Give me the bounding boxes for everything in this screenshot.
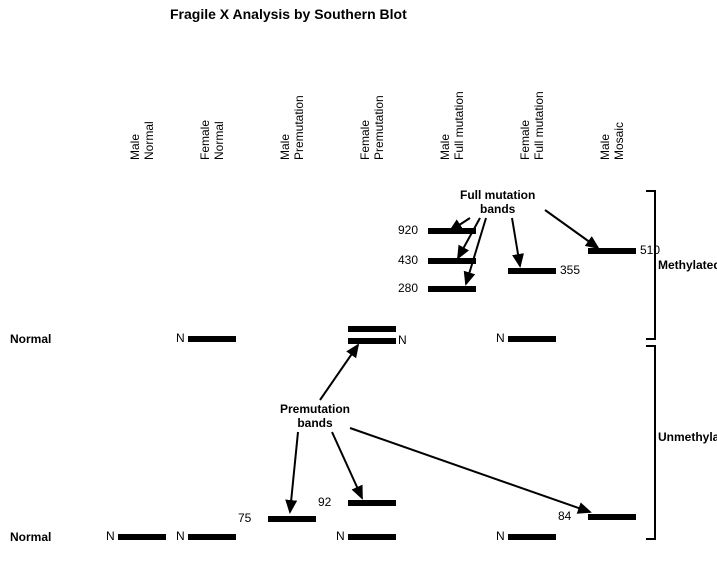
band-num-mm-510: 510 xyxy=(640,243,660,257)
lane-label-male-normal-2: Normal xyxy=(142,121,156,160)
lane-label-male-normal-1: Male xyxy=(128,134,142,160)
lane-label-female-normal-1: Female xyxy=(198,120,212,160)
lane-label-female-premutation-1: Female xyxy=(358,120,372,160)
band-fp-upper-n xyxy=(348,338,396,344)
lane-label-male-mosaic-2: Mosaic xyxy=(612,122,626,160)
annot-full-mutation-bands-l2: bands xyxy=(460,202,535,216)
band-num-mp-75: 75 xyxy=(238,511,251,525)
band-mm-510 xyxy=(588,248,636,254)
annot-premutation-bands-l1: Premutation xyxy=(280,402,350,416)
band-mf-430 xyxy=(428,258,476,264)
bracket-unmethylated xyxy=(646,345,656,540)
lane-label-male-fullmutation-2: Full mutation xyxy=(452,91,466,160)
band-n-fp-upper-n: N xyxy=(398,333,407,347)
band-fp-upper-1 xyxy=(348,326,396,332)
band-num-mf-280: 280 xyxy=(398,281,418,295)
lane-label-male-fullmutation-1: Male xyxy=(438,134,452,160)
diagram-canvas: Fragile X Analysis by Southern Blot Male… xyxy=(0,0,717,565)
band-fn-lower-n xyxy=(188,534,236,540)
row-label-normal-lower: Normal xyxy=(10,530,51,544)
arrow-layer xyxy=(0,0,717,565)
row-label-normal-upper: Normal xyxy=(10,332,51,346)
band-ff-upper-n xyxy=(508,336,556,342)
band-mn-lower-n xyxy=(118,534,166,540)
arrow-fm-to-mm510 xyxy=(545,210,598,248)
band-mf-920 xyxy=(428,228,476,234)
band-num-mf-920: 920 xyxy=(398,223,418,237)
band-n-ff-lower-n: N xyxy=(496,529,505,543)
annot-premutation-bands-l2: bands xyxy=(280,416,350,430)
annot-full-mutation-bands: Full mutationbands xyxy=(460,188,535,216)
annot-full-mutation-bands-l1: Full mutation xyxy=(460,188,535,202)
band-mm-84 xyxy=(588,514,636,520)
arrow-pm-to-mp75 xyxy=(290,432,298,512)
band-ff-355 xyxy=(508,268,556,274)
band-fp-lower-n xyxy=(348,534,396,540)
lane-label-female-premutation-2: Premutation xyxy=(372,95,386,160)
band-mp-75 xyxy=(268,516,316,522)
arrow-pm-to-fp92 xyxy=(332,432,362,498)
page-title: Fragile X Analysis by Southern Blot xyxy=(170,6,407,22)
annot-premutation-bands: Premutationbands xyxy=(280,402,350,430)
lane-label-female-fullmutation-2: Full mutation xyxy=(532,91,546,160)
band-fn-upper-n xyxy=(188,336,236,342)
bracket-methylated xyxy=(646,190,656,340)
band-mf-280 xyxy=(428,286,476,292)
band-n-fp-lower-n: N xyxy=(336,529,345,543)
band-n-mn-lower-n: N xyxy=(106,529,115,543)
arrow-fm-to-ff355 xyxy=(512,218,520,266)
band-num-mm-84: 84 xyxy=(558,509,571,523)
region-label-methylated: Methylated xyxy=(658,258,717,272)
region-label-unmethylated: Unmethylated xyxy=(658,430,717,444)
lane-label-male-premutation-2: Premutation xyxy=(292,95,306,160)
band-fp-92 xyxy=(348,500,396,506)
band-num-mf-430: 430 xyxy=(398,253,418,267)
lane-label-male-premutation-1: Male xyxy=(278,134,292,160)
band-num-fp-92: 92 xyxy=(318,495,331,509)
arrow-fm-to-mf430 xyxy=(458,218,480,258)
band-ff-lower-n xyxy=(508,534,556,540)
band-num-ff-355: 355 xyxy=(560,263,580,277)
arrow-pm-to-fpupper xyxy=(320,345,358,400)
band-n-fn-lower-n: N xyxy=(176,529,185,543)
band-n-ff-upper-n: N xyxy=(496,331,505,345)
band-n-fn-upper-n: N xyxy=(176,331,185,345)
lane-label-female-normal-2: Normal xyxy=(212,121,226,160)
lane-label-male-mosaic-1: Male xyxy=(598,134,612,160)
lane-label-female-fullmutation-1: Female xyxy=(518,120,532,160)
